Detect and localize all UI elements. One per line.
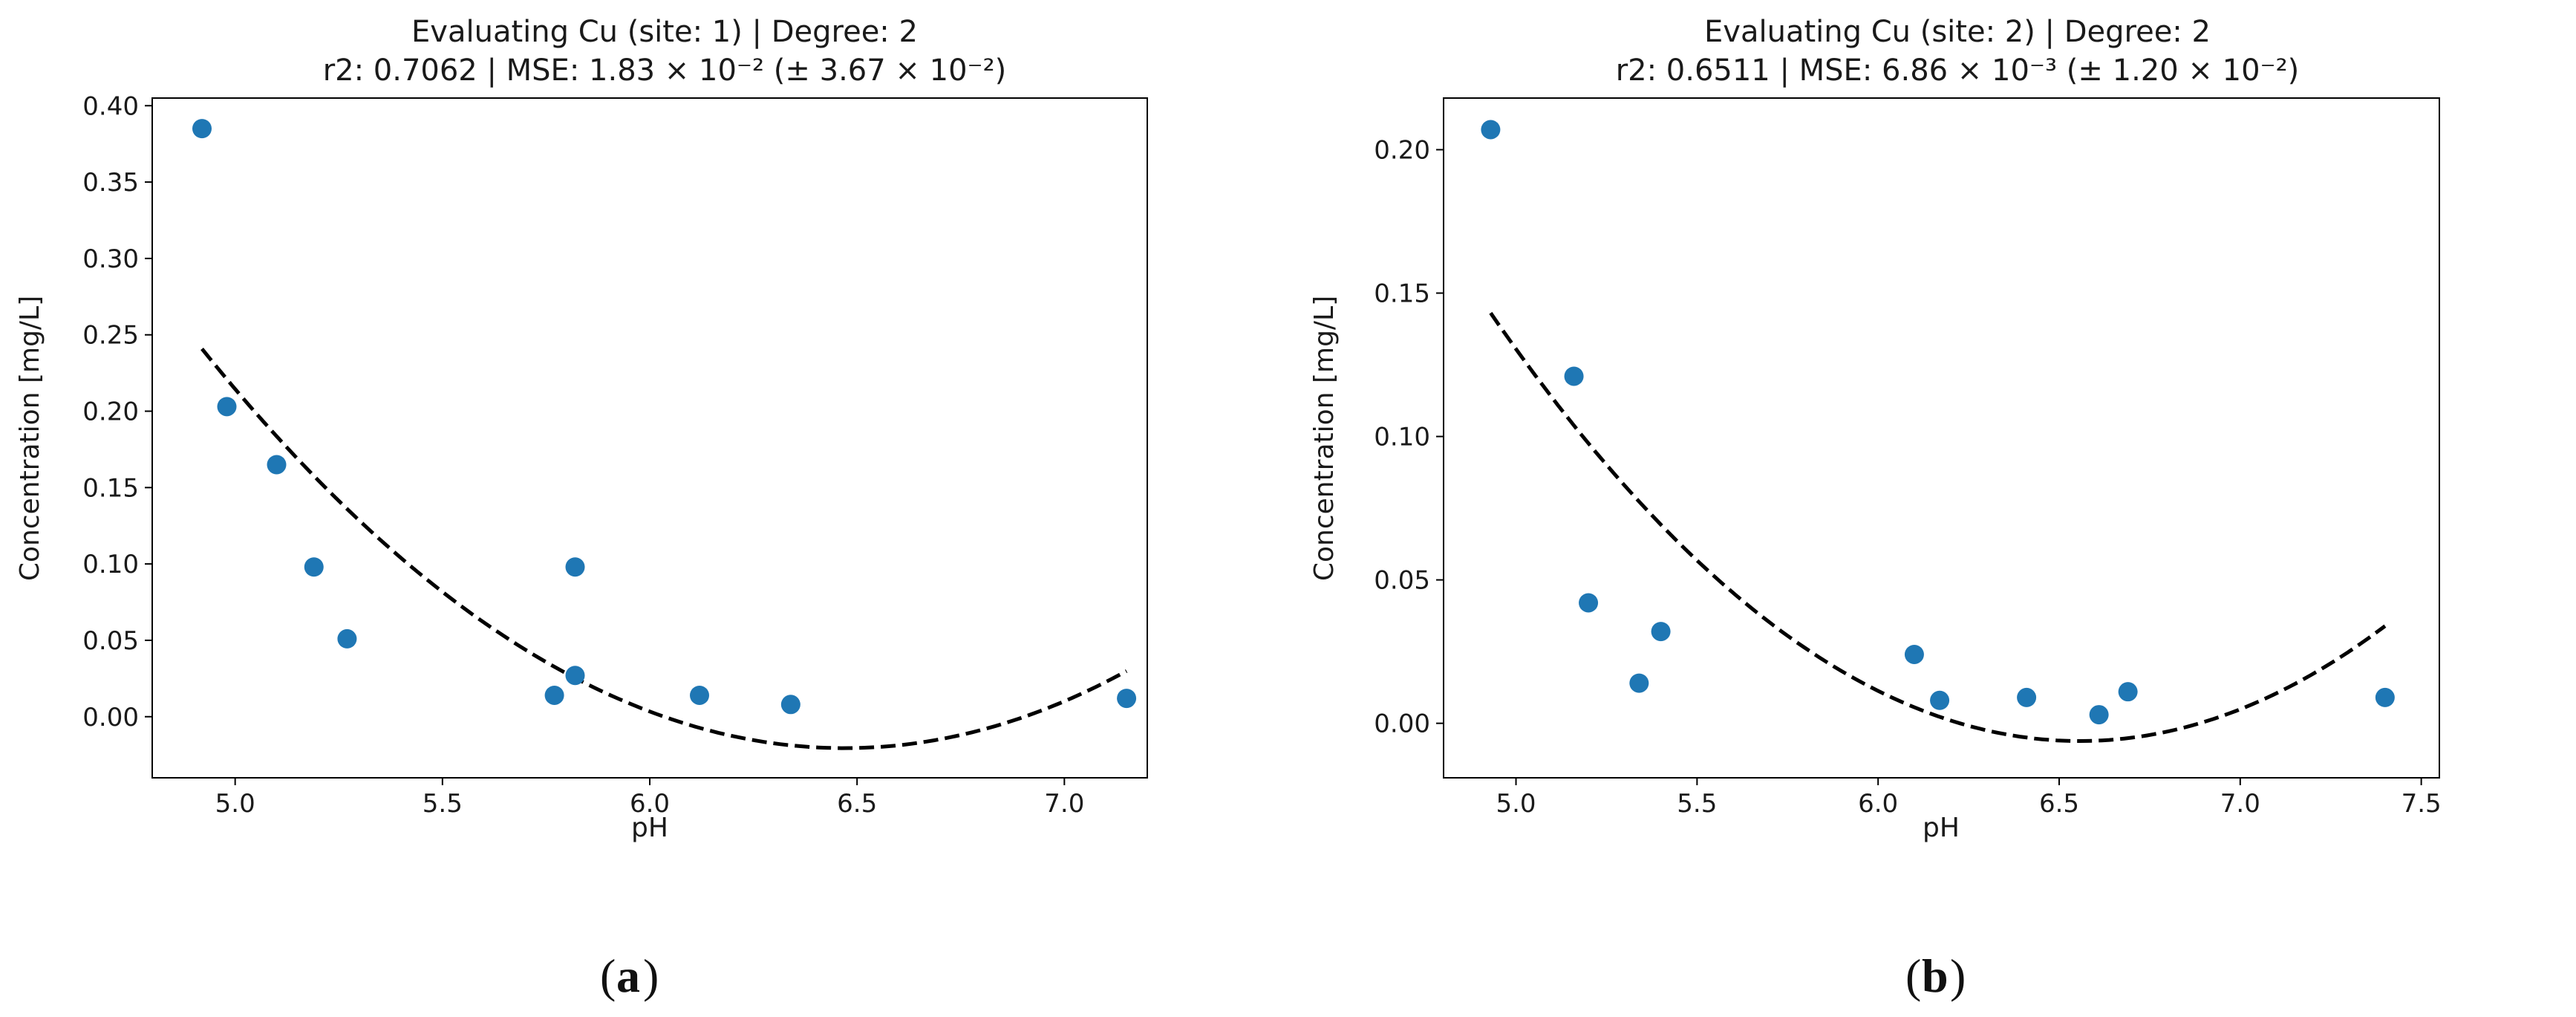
- x-tick-label: 7.5: [2401, 789, 2442, 819]
- plot-frame: [151, 97, 1148, 779]
- y-tick-label: 0.30: [82, 244, 139, 274]
- data-point: [1481, 120, 1501, 140]
- y-tick-label: 0.35: [82, 168, 139, 198]
- data-points: [192, 119, 1137, 715]
- y-tick-label: 0.15: [1374, 279, 1430, 309]
- chart-subtitle: r2: 0.6511 | MSE: 6.86 × 10⁻³ (± 1.20 × …: [1616, 53, 2300, 88]
- data-point: [690, 685, 709, 705]
- chart-b: Evaluating Cu (site: 2) | Degree: 2 r2: …: [1309, 15, 2442, 1002]
- svg-text:): ): [643, 949, 659, 1002]
- panel-label-letter: a: [616, 949, 640, 1002]
- data-points: [1481, 120, 2395, 725]
- fit-curve: [200, 348, 1128, 750]
- y-tick-label: 0.25: [82, 321, 139, 351]
- plot-frame: [1443, 97, 2440, 779]
- data-point: [2089, 705, 2109, 725]
- x-tick-label: 6.0: [1858, 789, 1898, 819]
- svg-text:): ): [1950, 949, 1966, 1002]
- data-point: [217, 397, 237, 417]
- x-tick-label: 5.0: [215, 789, 255, 819]
- y-tick-label: 0.00: [82, 703, 139, 732]
- x-tick-label: 7.0: [1044, 789, 1084, 819]
- x-tick-label: 5.5: [423, 789, 463, 819]
- x-axis-label: pH: [1923, 813, 1960, 843]
- y-axis: 0.00 0.05 0.10 0.15 0.20 0.25 0.30 0.35 0.40: [82, 91, 152, 732]
- data-point: [1904, 644, 1924, 664]
- x-tick-label: 6.5: [2039, 789, 2079, 819]
- y-tick-label: 0.00: [1374, 709, 1430, 739]
- y-tick-label: 0.10: [1374, 423, 1430, 452]
- fit-curve-group: [1489, 311, 2387, 744]
- chart-title: Evaluating Cu (site: 1) | Degree: 2: [411, 15, 918, 49]
- svg-text:(: (: [1905, 949, 1921, 1002]
- data-point: [565, 666, 585, 686]
- data-point: [2375, 687, 2395, 707]
- x-tick-label: 5.5: [1677, 789, 1717, 819]
- panel-label-letter: b: [1922, 949, 1949, 1002]
- y-tick-label: 0.10: [82, 550, 139, 579]
- y-axis-label: Concentration [mg/L]: [1309, 296, 1340, 581]
- x-axis: 5.0 5.5 6.0 6.5 7.0: [215, 778, 1084, 819]
- x-tick-label: 5.0: [1496, 789, 1536, 819]
- chart-subtitle: r2: 0.7062 | MSE: 1.83 × 10⁻² (± 3.67 × …: [323, 53, 1007, 88]
- y-tick-label: 0.05: [1374, 566, 1430, 596]
- data-point: [544, 685, 564, 705]
- panel-label: ( a ): [600, 949, 659, 1002]
- y-axis: 0.00 0.05 0.10 0.15 0.20: [1374, 135, 1444, 739]
- y-tick-label: 0.40: [82, 91, 139, 121]
- y-tick-label: 0.20: [82, 397, 139, 427]
- chart-title: Evaluating Cu (site: 2) | Degree: 2: [1704, 15, 2211, 49]
- y-tick-label: 0.15: [82, 473, 139, 503]
- data-point: [780, 695, 800, 715]
- data-point: [1629, 673, 1649, 693]
- data-point: [1930, 690, 1950, 710]
- data-point: [304, 557, 324, 577]
- data-point: [1564, 366, 1584, 386]
- x-axis-label: pH: [631, 813, 668, 843]
- y-tick-label: 0.20: [1374, 135, 1430, 165]
- svg-text:(: (: [600, 949, 616, 1002]
- data-point: [2017, 687, 2037, 707]
- data-point: [192, 119, 212, 139]
- chart-a: Evaluating Cu (site: 1) | Degree: 2 r2: …: [15, 15, 1148, 1002]
- y-axis-label: Concentration [mg/L]: [15, 296, 45, 581]
- data-point: [2118, 682, 2138, 702]
- data-point: [565, 557, 585, 577]
- data-point: [1579, 593, 1599, 613]
- x-tick-label: 7.0: [2220, 789, 2260, 819]
- fit-curve: [1489, 311, 2387, 744]
- data-point: [1117, 689, 1137, 709]
- data-point: [267, 455, 287, 475]
- y-tick-label: 0.05: [82, 626, 139, 656]
- data-point: [337, 628, 357, 649]
- x-tick-label: 6.0: [630, 789, 670, 819]
- x-tick-label: 6.5: [837, 789, 877, 819]
- fit-curve-group: [200, 348, 1128, 750]
- x-axis: 5.0 5.5 6.0 6.5 7.0 7.5: [1496, 778, 2442, 819]
- data-point: [1651, 622, 1671, 642]
- panel-label: ( b ): [1905, 949, 1966, 1002]
